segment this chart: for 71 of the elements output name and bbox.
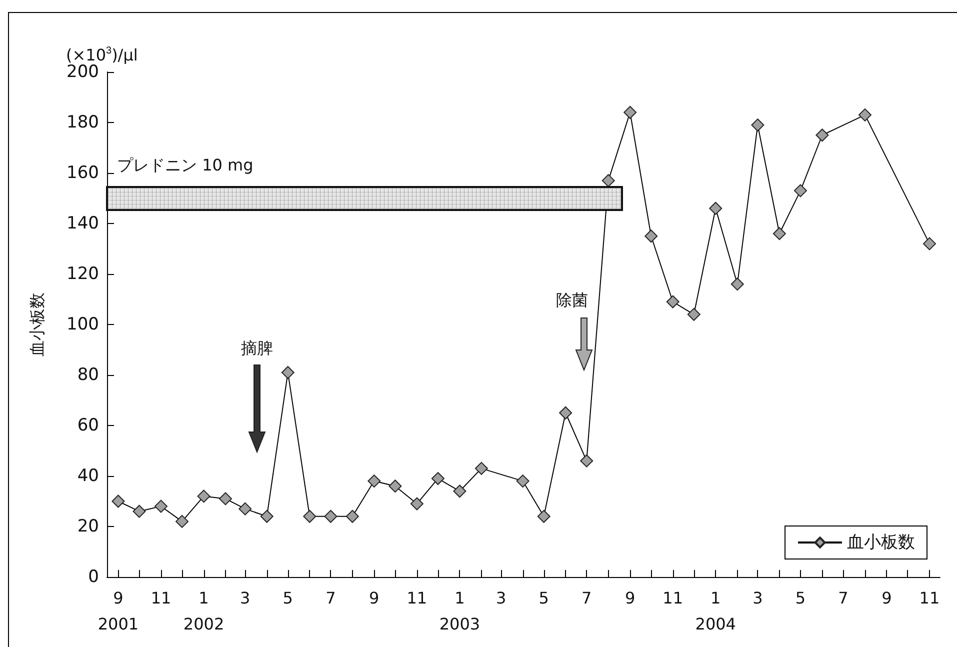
x-tick-label: 3 <box>752 588 763 608</box>
point <box>816 128 829 142</box>
y-tick-label: 120 <box>66 264 99 284</box>
point <box>687 308 700 321</box>
point <box>154 500 168 513</box>
x-tick-label: 9 2001 <box>98 588 139 634</box>
point <box>238 502 252 516</box>
point <box>709 202 722 215</box>
point <box>431 472 444 486</box>
x-tick-label: 5 <box>538 588 549 608</box>
x-tick-label: 11 <box>150 588 172 608</box>
y-tick-label: 20 <box>77 516 99 536</box>
x-tick-label: 5 <box>795 588 806 608</box>
point <box>516 474 530 488</box>
x-tick-label: 7 <box>838 588 848 608</box>
point <box>324 510 338 523</box>
x-tick-label: 11 <box>919 588 940 608</box>
y-tick-label: 40 <box>77 466 99 486</box>
x-tick-label: 1 2002 <box>183 588 224 634</box>
point <box>176 514 189 528</box>
x-tick-label: 1 2004 <box>695 588 736 634</box>
point <box>580 454 594 468</box>
x-tick-label: 9 <box>882 588 892 608</box>
point <box>453 484 466 498</box>
point <box>303 510 316 523</box>
point <box>132 504 146 518</box>
y-tick-label: 100 <box>66 314 99 334</box>
point <box>644 230 658 243</box>
point <box>112 494 125 508</box>
point <box>794 184 807 198</box>
point <box>281 366 294 379</box>
y-tick-label: 140 <box>66 214 99 234</box>
point <box>666 295 680 308</box>
point <box>410 497 424 510</box>
point <box>730 278 744 291</box>
y-tick-label: 80 <box>77 365 99 385</box>
y-tick-label: 180 <box>66 112 99 132</box>
point <box>559 406 572 420</box>
y-tick-label: 0 <box>88 567 99 587</box>
x-tick-label: 5 <box>282 588 293 608</box>
annotation: プレドニン 10 mg <box>117 156 254 174</box>
point <box>624 106 637 119</box>
x-tick-label: 3 <box>496 588 506 608</box>
annotation: 除菌 <box>556 290 588 310</box>
x-tick-label: 7 <box>582 588 592 608</box>
point <box>219 492 232 506</box>
x-tick-label: 9 <box>624 588 636 608</box>
y-tick-label: 200 <box>66 62 99 82</box>
x-tick-label: 3 <box>240 588 250 608</box>
point <box>772 227 786 240</box>
x-tick-label: 1 2003 <box>439 588 480 634</box>
point <box>474 462 488 475</box>
point <box>197 490 210 503</box>
point <box>260 510 274 523</box>
point <box>602 174 615 188</box>
y-tick-label: 60 <box>77 416 99 436</box>
point <box>751 118 764 132</box>
point <box>537 510 550 523</box>
point <box>858 108 872 122</box>
y-axis-title: 血小板数 <box>28 292 46 356</box>
annotation: 摘脾 <box>241 338 273 358</box>
legend-label: 血小板数 <box>847 532 915 552</box>
point <box>346 510 359 523</box>
x-tick-label: 11 <box>406 588 428 608</box>
point <box>388 480 402 493</box>
point <box>368 474 381 488</box>
x-tick-label: 9 <box>369 588 380 608</box>
x-tick-label: 7 <box>326 588 336 608</box>
y-tick-label: 160 <box>66 163 99 183</box>
x-tick-label: 11 <box>662 588 684 608</box>
point <box>922 237 936 250</box>
